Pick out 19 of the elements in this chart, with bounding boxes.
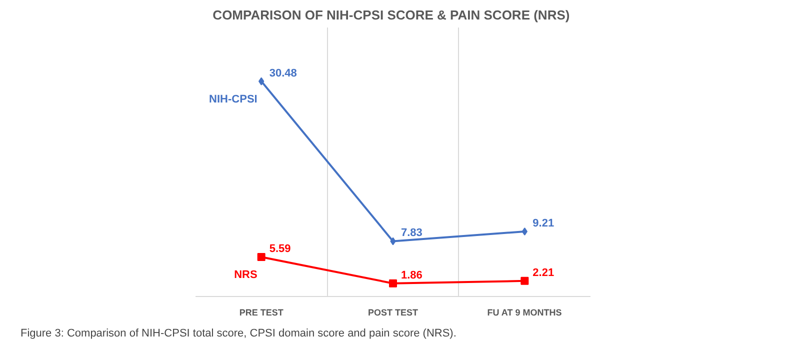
series-label: NRS [234,269,258,282]
data-label: 7.83 [401,227,422,240]
x-tick-label: PRE TEST [239,308,284,318]
chart-title: COMPARISON OF NIH-CPSI SCORE & PAIN SCORE (NRS) [212,8,570,22]
data-label: 2.21 [532,266,554,279]
data-label: 1.86 [401,269,422,282]
point [389,279,397,288]
data-label: 9.21 [532,217,554,230]
point [390,237,396,246]
point [522,227,528,236]
series-label: NIH-CPSI [209,93,258,106]
x-tick-label: FU AT 9 MONTHS [487,308,562,318]
point [258,77,264,86]
data-label: 5.59 [269,243,291,256]
data-label: 30.48 [269,67,297,80]
point [257,253,266,262]
point [520,276,529,285]
x-tick-label: POST TEST [368,308,419,318]
caption: Figure 3: Comparison of NIH-CPSI total score, CPSI domain score and pain score (NRS). [20,328,456,340]
